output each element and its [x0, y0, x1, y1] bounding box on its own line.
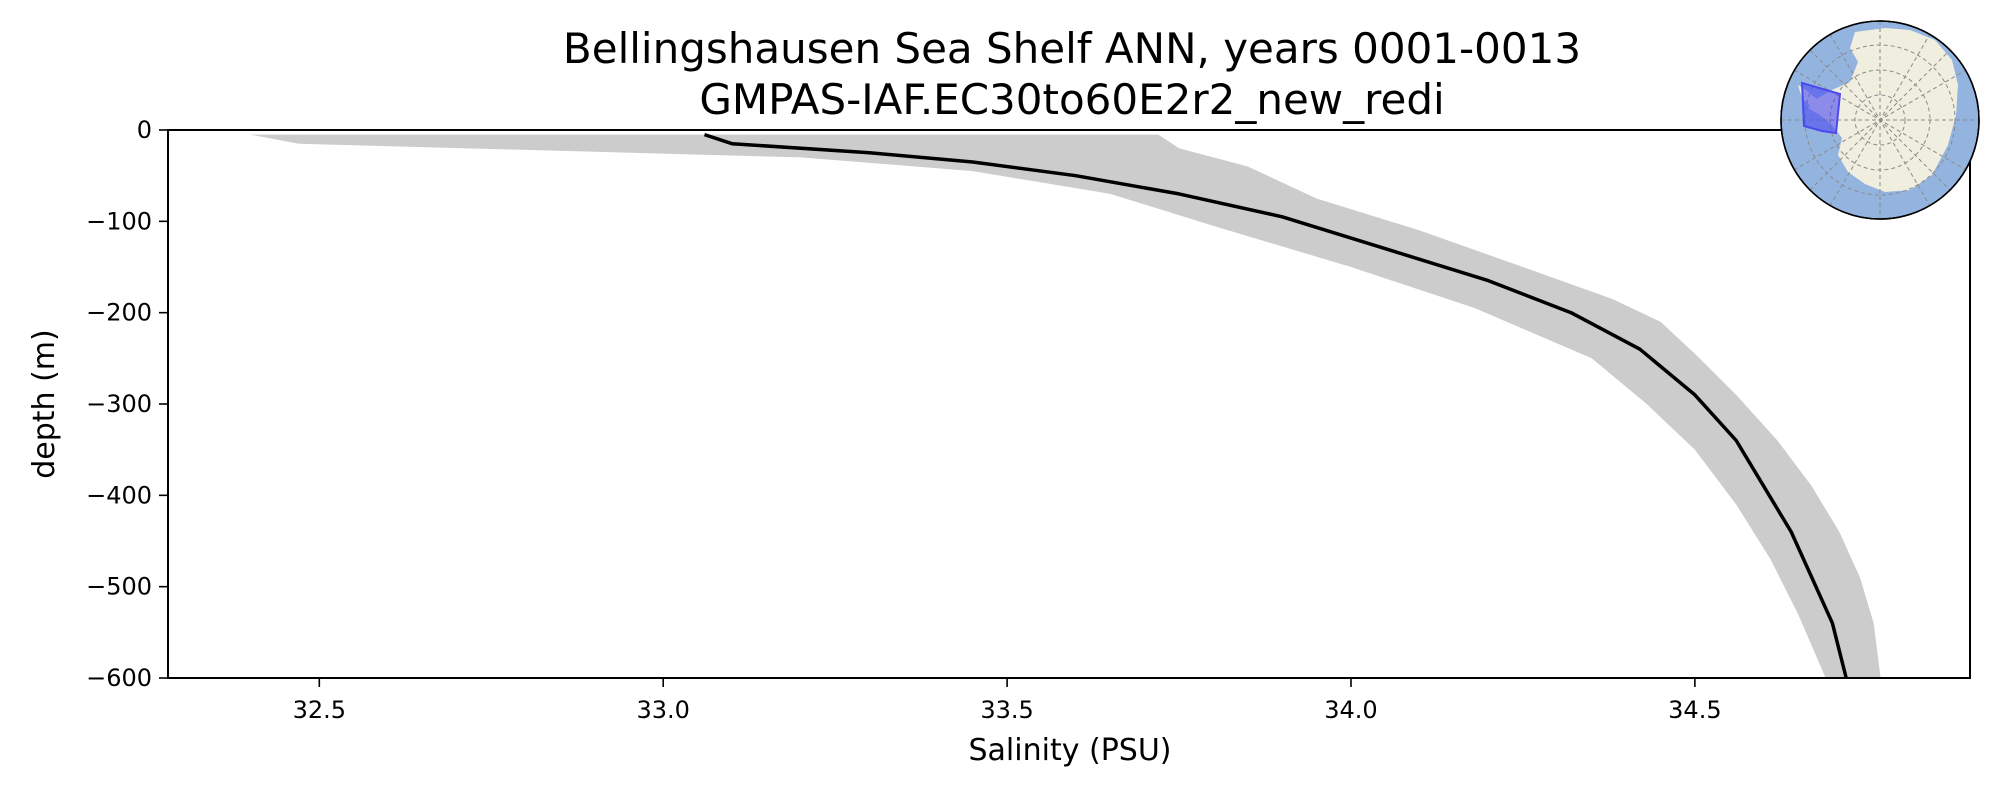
x-axis-label: Salinity (PSU) — [969, 733, 1172, 768]
y-tick-label: −600 — [86, 664, 152, 692]
x-tick-label: 34.0 — [1324, 696, 1377, 724]
y-tick-label: −300 — [86, 390, 152, 418]
y-tick-label: −500 — [86, 573, 152, 601]
inset-gridlines — [1781, 21, 1979, 219]
chart-title: Bellingshausen Sea Shelf ANN, years 0001… — [563, 24, 1581, 73]
series-layer — [703, 132, 1848, 679]
inset-region-highlight — [1800, 81, 1842, 135]
y-axis-label: depth (m) — [27, 329, 62, 479]
spread-band — [250, 134, 1881, 679]
series-line-mean — [703, 132, 1848, 679]
x-tick-label: 33.5 — [980, 696, 1033, 724]
y-axis: 0 −100 −200 −300 −400 −500 −600 — [86, 116, 168, 692]
inset-outline — [1780, 20, 1980, 220]
band-layer — [250, 134, 1881, 679]
inset-antarctica-land — [1808, 28, 1958, 192]
inset-grid-line — [1829, 33, 1931, 207]
x-tick-label: 34.5 — [1668, 696, 1721, 724]
chart-subtitle: GMPAS-IAF.EC30to60E2r2_new_redi — [699, 75, 1444, 124]
y-tick-label: −200 — [86, 299, 152, 327]
y-tick-label: 0 — [137, 116, 152, 144]
x-axis: 32.5 33.0 33.5 34.0 34.5 — [293, 678, 1722, 724]
x-tick-label: 33.0 — [636, 696, 689, 724]
inset-map — [1780, 20, 1980, 220]
x-tick-label: 32.5 — [293, 696, 346, 724]
y-tick-label: −400 — [86, 481, 152, 509]
y-tick-label: −100 — [86, 207, 152, 235]
